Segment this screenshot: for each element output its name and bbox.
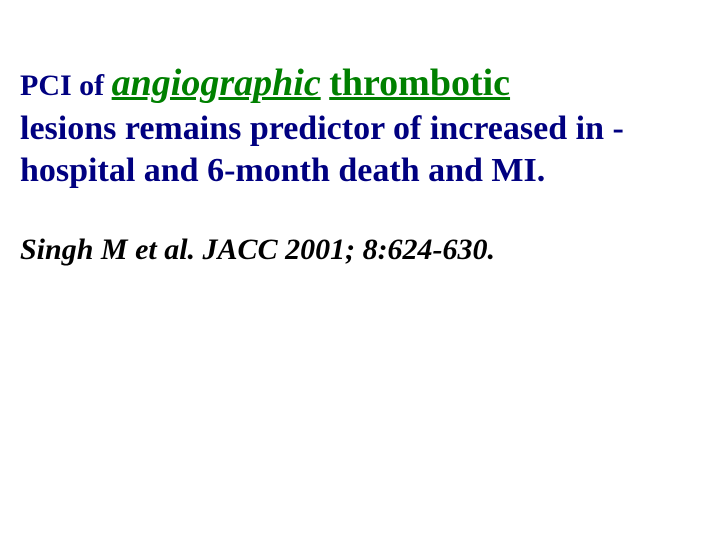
thrombotic-word: thrombotic xyxy=(329,62,510,104)
main-statement: PCI of angiographic thrombotic lesions r… xyxy=(20,60,700,193)
pci-prefix: PCI of xyxy=(20,69,112,102)
slide-container: PCI of angiographic thrombotic lesions r… xyxy=(0,0,720,540)
space xyxy=(321,66,330,103)
angiographic-word: angiographic xyxy=(112,62,321,104)
body-text: lesions remains predictor of increased i… xyxy=(20,108,700,193)
citation: Singh M et al. JACC 2001; 8:624-630. xyxy=(20,233,700,267)
